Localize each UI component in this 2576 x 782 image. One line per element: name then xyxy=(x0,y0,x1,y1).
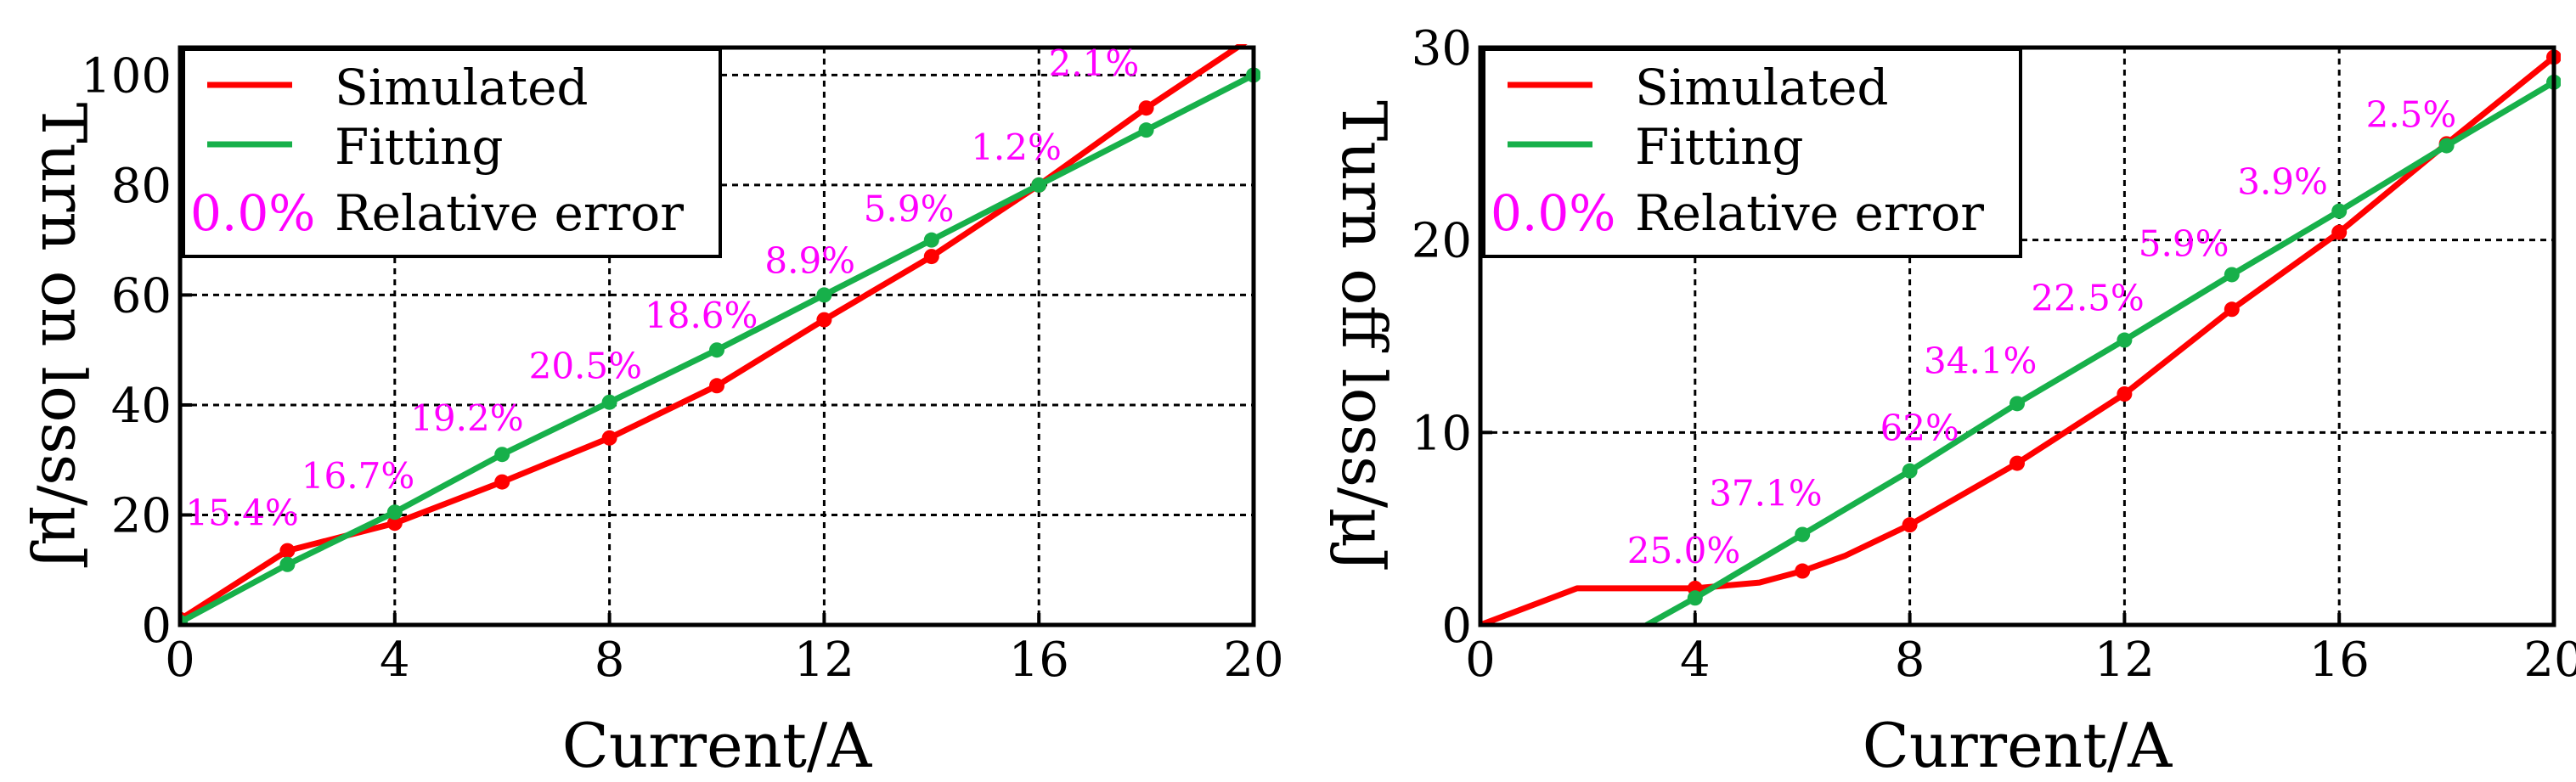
x-axis-label: Current/A xyxy=(562,710,872,781)
y-tick-label: 0 xyxy=(1441,599,1472,654)
legend-error-label: Relative error xyxy=(1635,184,1984,242)
relative-error-label: 19.2% xyxy=(410,397,523,439)
relative-error-label: 3.9% xyxy=(2237,161,2328,203)
y-tick-label: 10 xyxy=(1412,406,1472,461)
relative-error-label: 37.1% xyxy=(1709,472,1822,514)
legend-fitting-label: Fitting xyxy=(1635,118,1803,176)
relative-error-label: 5.9% xyxy=(864,188,955,230)
relative-error-label: 2.1% xyxy=(1049,42,1140,84)
relative-error-label: 62% xyxy=(1880,408,1959,449)
turn-on-loss-chart: 0 4 8 12 16 20 0 20 40 60 80 100 Current/A Turn on lo… xyxy=(28,42,1284,781)
fitting-point xyxy=(2331,203,2348,219)
series-layer xyxy=(180,44,1260,625)
legend-error-sample: 0.0% xyxy=(190,184,315,242)
x-tick-label: 16 xyxy=(2309,633,2370,688)
relative-error-label: 20.5% xyxy=(529,346,642,387)
simulated-point xyxy=(279,543,296,559)
fitting-point xyxy=(1795,526,1811,543)
relative-error-label: 5.9% xyxy=(2139,222,2229,264)
x-tick-label: 12 xyxy=(2094,633,2155,688)
y-tick-label: 0 xyxy=(141,599,172,654)
simulated-point xyxy=(709,378,724,394)
x-tick-label: 12 xyxy=(794,633,854,688)
simulated-point xyxy=(2117,386,2133,402)
x-tick-label: 20 xyxy=(1223,633,1283,688)
fitting-point xyxy=(601,394,617,410)
fitting-point xyxy=(2010,396,2025,412)
relative-error-label: 22.5% xyxy=(2031,278,2144,319)
simulated-point xyxy=(2010,455,2025,471)
x-tick-label: 8 xyxy=(595,633,625,688)
legend-error-label: Relative error xyxy=(335,184,684,242)
fitting-point xyxy=(1687,590,1703,606)
y-tick-label: 80 xyxy=(111,159,172,214)
fitting-point xyxy=(2224,267,2240,283)
simulated-point xyxy=(816,312,832,328)
legend-simulated-label: Simulated xyxy=(335,59,589,116)
simulated-point xyxy=(1795,563,1811,579)
simulated-point xyxy=(386,515,403,532)
fitting-point xyxy=(1031,177,1047,193)
relative-error-label: 8.9% xyxy=(764,239,855,281)
x-tick-label: 20 xyxy=(2523,633,2576,688)
legend-error-sample: 0.0% xyxy=(1491,184,1615,242)
x-tick-label: 4 xyxy=(1680,633,1711,688)
fitting-point xyxy=(2117,332,2133,348)
relative-error-label: 25.0% xyxy=(1627,530,1740,571)
y-tick-label: 60 xyxy=(111,268,172,323)
simulated-point xyxy=(2224,301,2240,318)
relative-error-label: 34.1% xyxy=(1924,340,2037,381)
simulated-point xyxy=(601,430,617,446)
simulated-point xyxy=(494,474,510,490)
y-tick-label: 20 xyxy=(111,488,172,543)
relative-error-label: 18.6% xyxy=(645,295,758,336)
fitting-point xyxy=(816,287,832,303)
y-tick-label: 40 xyxy=(111,379,172,434)
y-tick-label: 100 xyxy=(81,48,172,104)
y-axis-label: Turn on loss/µJ xyxy=(28,103,99,571)
relative-error-label: 2.5% xyxy=(2366,94,2457,136)
fitting-point xyxy=(709,342,724,358)
fitting-point xyxy=(386,504,403,520)
turn-off-loss-chart: 0 4 8 12 16 20 0 10 20 30 Current/A Turn off loss/µ… xyxy=(1328,21,2576,781)
fitting-point xyxy=(1902,463,1918,479)
fitting-point xyxy=(2438,138,2455,154)
fitting-point xyxy=(279,556,296,572)
x-tick-label: 0 xyxy=(1465,633,1496,688)
y-tick-label: 20 xyxy=(1412,214,1472,269)
legend-fitting-label: Fitting xyxy=(335,118,503,176)
legend-simulated-label: Simulated xyxy=(1635,59,1889,116)
y-axis-label: Turn off loss/µJ xyxy=(1328,100,1400,572)
x-tick-label: 0 xyxy=(165,633,195,688)
x-tick-label: 4 xyxy=(380,633,410,688)
relative-error-label: 1.2% xyxy=(971,127,1062,168)
x-axis-label: Current/A xyxy=(1863,710,2173,781)
relative-error-label: 15.4% xyxy=(185,492,298,534)
simulated-point xyxy=(2331,224,2348,240)
x-tick-label: 8 xyxy=(1895,633,1925,688)
simulated-point xyxy=(1138,100,1154,116)
x-tick-label: 16 xyxy=(1009,633,1069,688)
fitting-line xyxy=(1643,79,2557,625)
fitting-point xyxy=(923,232,939,248)
relative-error-label: 16.7% xyxy=(302,455,414,497)
y-tick-label: 30 xyxy=(1412,21,1472,76)
fitting-point xyxy=(1138,122,1154,138)
fitting-point xyxy=(494,447,510,463)
simulated-point xyxy=(1253,44,1254,45)
simulated-point xyxy=(923,249,939,265)
series-layer xyxy=(1480,49,2561,625)
simulated-point xyxy=(1902,517,1918,533)
